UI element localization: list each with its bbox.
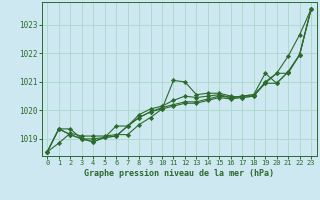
X-axis label: Graphe pression niveau de la mer (hPa): Graphe pression niveau de la mer (hPa) [84,169,274,178]
